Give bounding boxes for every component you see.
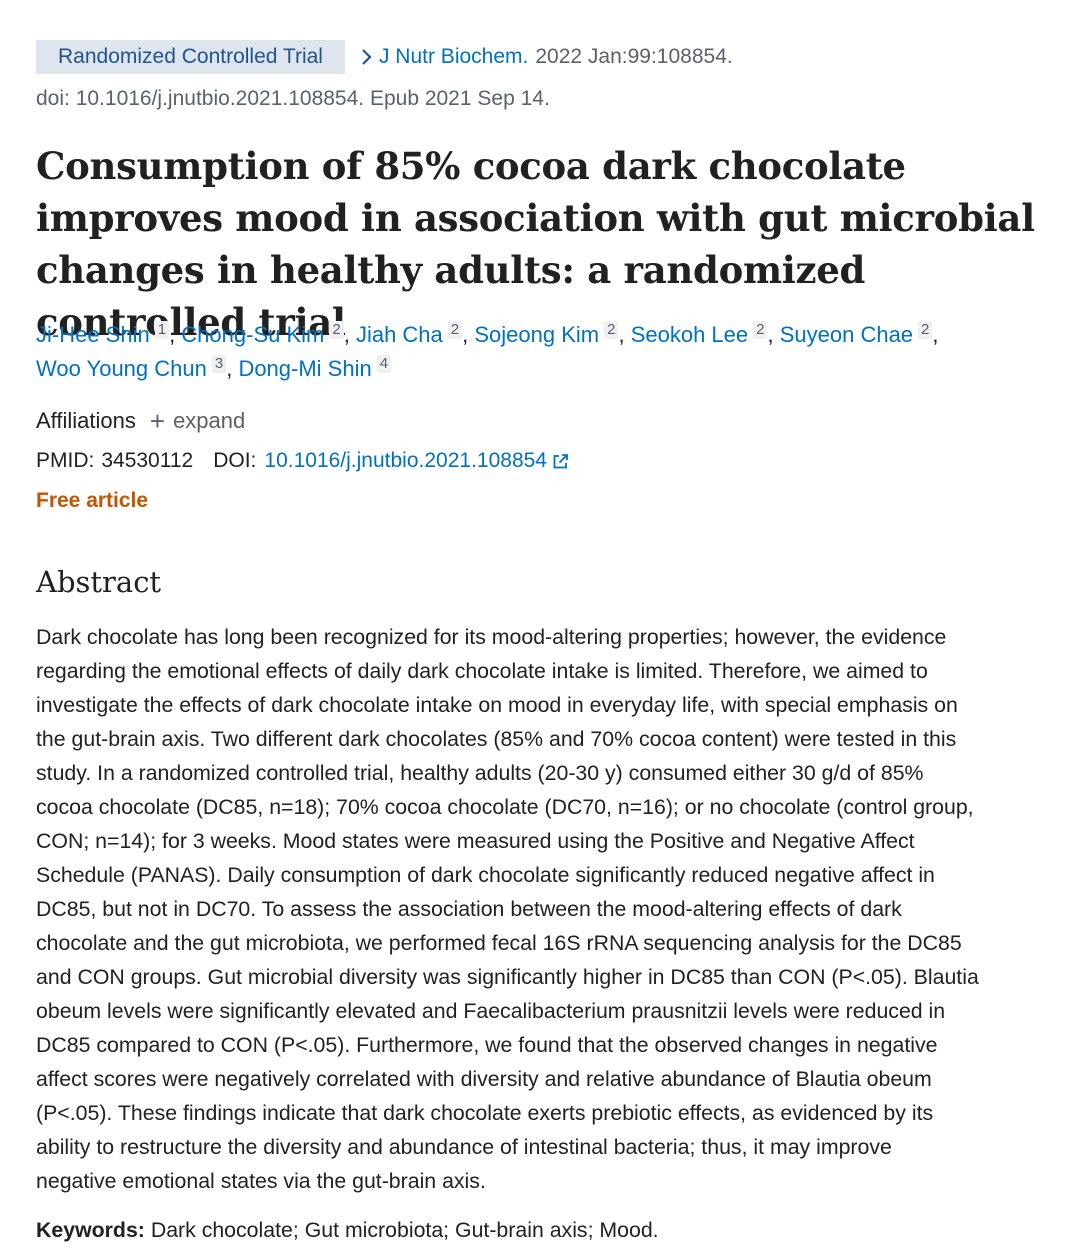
identifiers-row: PMID: 34530112 DOI: 10.1016/j.jnutbio.20… bbox=[36, 446, 569, 476]
affiliation-number[interactable]: 2 bbox=[918, 321, 933, 339]
citation-header: Randomized Controlled Trial J Nutr Bioch… bbox=[36, 40, 733, 74]
abstract-line: regarding the emotional effects of daily… bbox=[36, 659, 928, 683]
affiliations-label: Affiliations bbox=[36, 408, 136, 433]
author-link[interactable]: Chong-Su Kim bbox=[181, 322, 325, 347]
abstract-line: chocolate and the gut microbiota, we per… bbox=[36, 931, 962, 955]
author-line: Ji-Hee Shin 1, Chong-Su Kim 2, Jiah Cha 2, … bbox=[36, 321, 939, 347]
doi-link[interactable]: 10.1016/j.jnutbio.2021.108854 bbox=[264, 449, 547, 472]
affiliations-expand-button[interactable]: + expand bbox=[150, 406, 245, 436]
doi-label: DOI: bbox=[213, 449, 257, 472]
affiliation-number[interactable]: 2 bbox=[447, 321, 463, 339]
author-link[interactable]: Suyeon Chae bbox=[779, 322, 914, 347]
abstract-line: Dark chocolate has long been recognized … bbox=[36, 625, 947, 649]
external-link-icon[interactable] bbox=[552, 453, 569, 470]
abstract-line: affect scores were negatively correlated… bbox=[36, 1067, 932, 1091]
abstract-line: Schedule (PANAS). Daily consumption of d… bbox=[36, 863, 935, 887]
keywords-label: Keywords: bbox=[36, 1218, 145, 1242]
affiliation-number[interactable]: 2 bbox=[604, 321, 619, 339]
author-link[interactable]: Ji-Hee Shin bbox=[36, 322, 150, 347]
abstract-line: negative emotional states via the gut-br… bbox=[36, 1169, 486, 1193]
affiliation-number[interactable]: 2 bbox=[753, 321, 768, 339]
abstract-line: obeum levels were significantly elevated… bbox=[36, 999, 946, 1023]
author-link[interactable]: Sojeong Kim bbox=[474, 322, 600, 347]
expand-label: expand bbox=[173, 408, 246, 433]
author-line: Woo Young Chun 3, Dong-Mi Shin 4 bbox=[36, 352, 1046, 386]
free-article-badge: Free article bbox=[36, 489, 149, 512]
abstract-line: ability to restructure the diversity and… bbox=[36, 1135, 892, 1159]
abstract-line: DC85, but not in DC70. To assess the ass… bbox=[36, 897, 902, 921]
abstract-line: investigate the effects of dark chocolat… bbox=[36, 693, 958, 717]
author-link[interactable]: Seokoh Lee bbox=[630, 322, 749, 347]
plus-icon: + bbox=[149, 406, 166, 436]
abstract-line: (P<.05). These findings indicate that da… bbox=[36, 1101, 934, 1125]
chevron-right-icon[interactable] bbox=[361, 48, 373, 66]
affiliation-number[interactable]: 1 bbox=[154, 321, 170, 339]
abstract-line: and CON groups. Gut microbial diversity … bbox=[36, 965, 979, 989]
affiliation-number[interactable]: 3 bbox=[211, 355, 227, 373]
journal-link[interactable]: J Nutr Biochem. bbox=[378, 45, 529, 68]
abstract-line: DC85 compared to CON (P<.05). Furthermor… bbox=[36, 1033, 938, 1057]
abstract-heading: Abstract bbox=[36, 565, 162, 599]
pmid-label: PMID: bbox=[36, 449, 95, 472]
abstract-line: CON; n=14); for 3 weeks. Mood states wer… bbox=[36, 829, 915, 853]
author-link[interactable]: Dong-Mi Shin bbox=[238, 356, 372, 381]
keywords: Keywords: Dark chocolate; Gut microbiota… bbox=[36, 1213, 659, 1247]
doi-epub-line: doi: 10.1016/j.jnutbio.2021.108854. Epub… bbox=[36, 87, 550, 110]
author-list: Ji-Hee Shin 1, Chong-Su Kim 2, Jiah Cha 2, … bbox=[36, 318, 1046, 386]
affiliation-number[interactable]: 4 bbox=[376, 355, 392, 373]
pmid-value: 34530112 bbox=[101, 449, 194, 472]
keywords-text: Dark chocolate; Gut microbiota; Gut-brai… bbox=[150, 1218, 659, 1242]
author-link[interactable]: Jiah Cha bbox=[355, 322, 443, 347]
author-link[interactable]: Woo Young Chun bbox=[36, 356, 207, 381]
abstract-text: Dark chocolate has long been recognized … bbox=[36, 620, 1066, 1198]
citation-details: 2022 Jan:99:108854. bbox=[535, 45, 733, 68]
abstract-line: cocoa chocolate (DC85, n=18); 70% cocoa … bbox=[36, 795, 974, 819]
abstract-line: study. In a randomized controlled trial,… bbox=[36, 761, 924, 785]
abstract-line: the gut-brain axis. Two different dark c… bbox=[36, 727, 957, 751]
publication-type-badge: Randomized Controlled Trial bbox=[36, 40, 345, 74]
article-title: Consumption of 85% cocoa dark chocolate … bbox=[36, 144, 1035, 344]
affiliation-number[interactable]: 2 bbox=[329, 321, 344, 339]
affiliations-row: Affiliations + expand bbox=[36, 406, 245, 436]
